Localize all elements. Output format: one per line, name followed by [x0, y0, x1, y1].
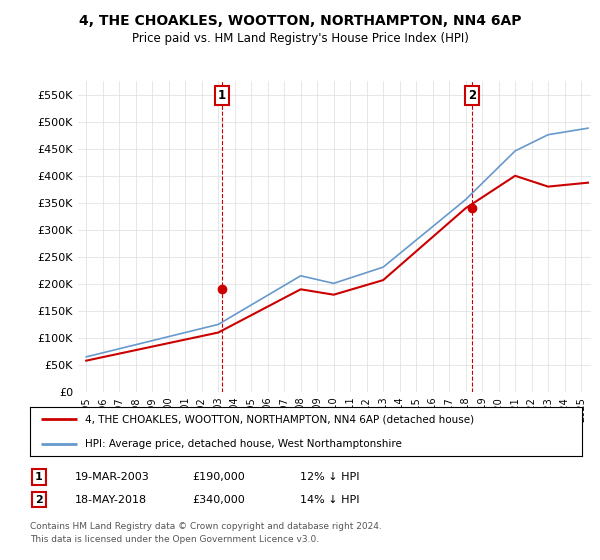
- Text: 19-MAR-2003: 19-MAR-2003: [75, 472, 150, 482]
- Text: 12% ↓ HPI: 12% ↓ HPI: [300, 472, 359, 482]
- Text: 2: 2: [467, 89, 476, 102]
- Text: 4, THE CHOAKLES, WOOTTON, NORTHAMPTON, NN4 6AP (detached house): 4, THE CHOAKLES, WOOTTON, NORTHAMPTON, N…: [85, 414, 475, 424]
- Text: £190,000: £190,000: [192, 472, 245, 482]
- Text: 2: 2: [35, 494, 43, 505]
- Text: £340,000: £340,000: [192, 494, 245, 505]
- Text: Contains HM Land Registry data © Crown copyright and database right 2024.: Contains HM Land Registry data © Crown c…: [30, 522, 382, 531]
- Text: HPI: Average price, detached house, West Northamptonshire: HPI: Average price, detached house, West…: [85, 439, 402, 449]
- Text: 4, THE CHOAKLES, WOOTTON, NORTHAMPTON, NN4 6AP: 4, THE CHOAKLES, WOOTTON, NORTHAMPTON, N…: [79, 14, 521, 28]
- Text: 14% ↓ HPI: 14% ↓ HPI: [300, 494, 359, 505]
- Text: Price paid vs. HM Land Registry's House Price Index (HPI): Price paid vs. HM Land Registry's House …: [131, 32, 469, 45]
- Text: 1: 1: [35, 472, 43, 482]
- Text: 18-MAY-2018: 18-MAY-2018: [75, 494, 147, 505]
- Text: This data is licensed under the Open Government Licence v3.0.: This data is licensed under the Open Gov…: [30, 535, 319, 544]
- Text: 1: 1: [218, 89, 226, 102]
